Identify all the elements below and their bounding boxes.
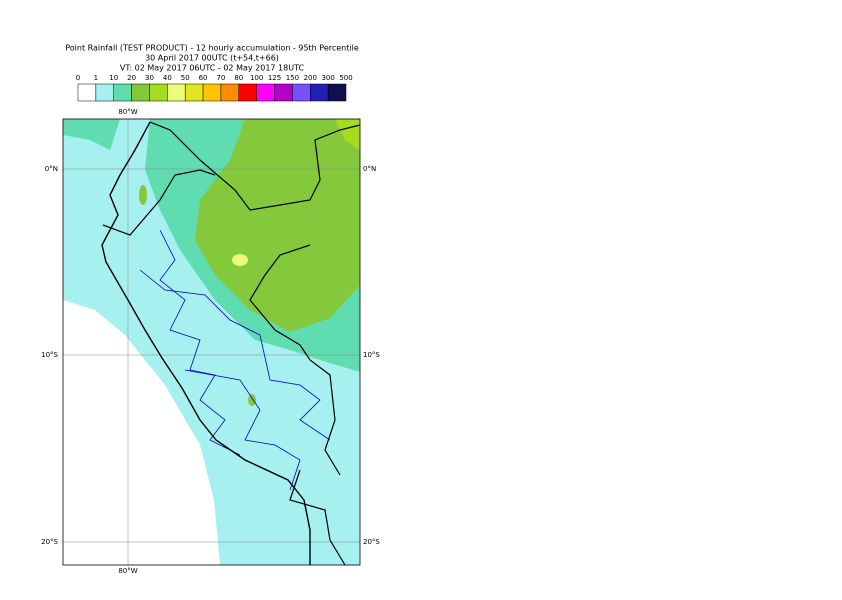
colorbar-label: 80 bbox=[234, 74, 243, 82]
colorbar-label: 50 bbox=[181, 74, 190, 82]
rain-area bbox=[63, 119, 120, 150]
lat-label: 10°S bbox=[41, 351, 58, 359]
country-border bbox=[102, 169, 216, 236]
colorbar-box bbox=[238, 83, 257, 102]
colorbar-label: 0 bbox=[76, 74, 80, 82]
country-border bbox=[149, 121, 360, 211]
colorbar-box bbox=[256, 83, 275, 102]
colorbar-box bbox=[202, 83, 222, 102]
colorbar-box bbox=[95, 83, 114, 102]
colorbar-label: 10 bbox=[109, 74, 118, 82]
colorbar-label: 70 bbox=[216, 74, 225, 82]
title: Point Rainfall (TEST PRODUCT) - 12 hourl… bbox=[65, 44, 359, 53]
colorbar-label: 1 bbox=[94, 74, 98, 82]
admin-border bbox=[184, 369, 301, 491]
colorbar-box bbox=[113, 83, 132, 102]
colorbar-box bbox=[327, 83, 347, 102]
colorbar-box bbox=[167, 83, 186, 102]
lat-label: 10°S bbox=[363, 351, 380, 359]
admin-border bbox=[159, 229, 241, 456]
map-frame bbox=[62, 118, 361, 566]
colorbar-box bbox=[77, 83, 97, 102]
country-border bbox=[249, 244, 341, 476]
colorbar: 0 1 10 20 30 40 50 60 70 80 100 125 150 200 300 500 bbox=[76, 74, 353, 102]
colorbar-label: 500 bbox=[339, 74, 352, 82]
colorbar-box bbox=[131, 83, 150, 102]
colorbar-label: 200 bbox=[304, 74, 317, 82]
colorbar-box bbox=[292, 83, 311, 102]
lat-label: 0°N bbox=[45, 165, 58, 173]
rain-spot bbox=[232, 254, 248, 266]
rain-spot bbox=[248, 394, 256, 406]
map bbox=[63, 119, 360, 565]
colorbar-label: 20 bbox=[127, 74, 136, 82]
rain-spot bbox=[139, 185, 147, 205]
colorbar-box bbox=[184, 83, 204, 102]
subtitle: VT: 02 May 2017 06UTC - 02 May 2017 18UT… bbox=[120, 64, 305, 73]
country-border bbox=[289, 469, 346, 565]
lat-label: 20°S bbox=[41, 538, 58, 546]
colorbar-label: 150 bbox=[286, 74, 299, 82]
graticule-labels: 80°W 80°W 0°N 10°S 20°S 0°N 10°S 20°S bbox=[41, 108, 380, 575]
colorbar-label: 300 bbox=[321, 74, 334, 82]
lon-label: 80°W bbox=[118, 108, 137, 116]
colorbar-box bbox=[149, 83, 168, 102]
coastline bbox=[101, 121, 311, 565]
colorbar-box bbox=[274, 83, 293, 102]
colorbar-box bbox=[310, 83, 329, 102]
colorbar-label: 60 bbox=[199, 74, 208, 82]
colorbar-label: 100 bbox=[250, 74, 263, 82]
lon-label: 80°W bbox=[118, 567, 137, 575]
subtitle: 30 April 2017 00UTC (t+54,t+66) bbox=[145, 54, 279, 63]
lat-label: 0°N bbox=[363, 165, 376, 173]
colorbar-box bbox=[220, 83, 240, 102]
colorbar-label: 40 bbox=[163, 74, 172, 82]
admin-border bbox=[139, 269, 331, 441]
colorbar-label: 30 bbox=[145, 74, 154, 82]
lat-label: 20°S bbox=[363, 538, 380, 546]
colorbar-label: 125 bbox=[268, 74, 281, 82]
